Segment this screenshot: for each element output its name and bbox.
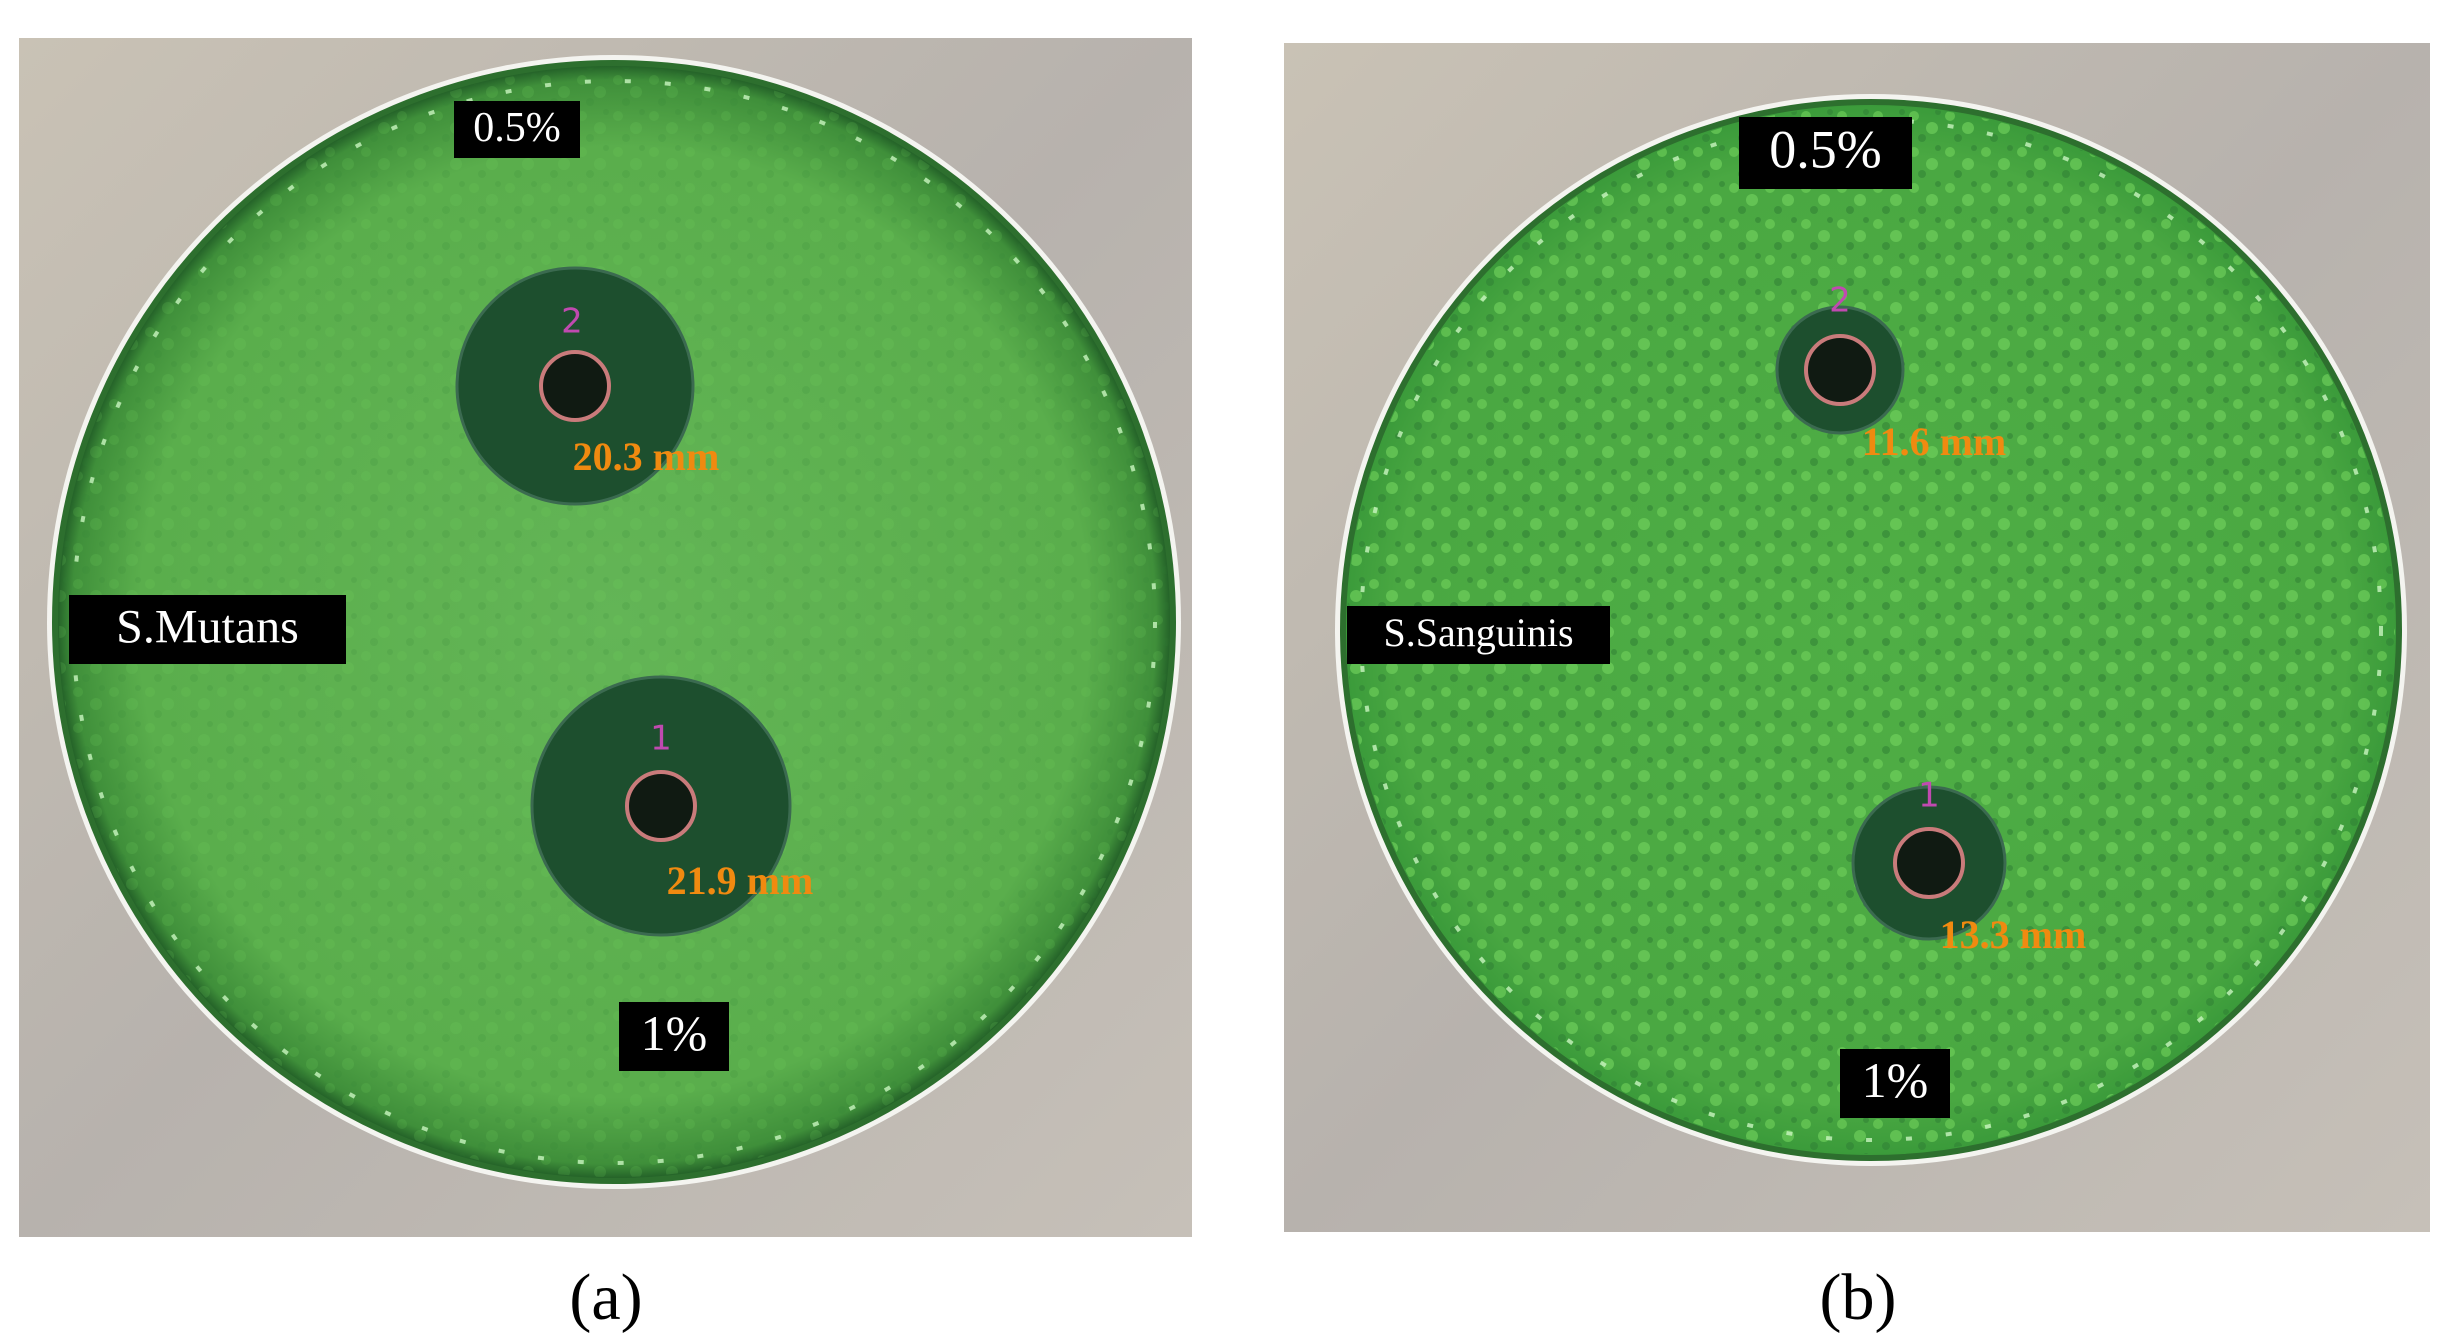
dish-edge-highlight: [71, 79, 1157, 1165]
well-number: 1: [1918, 776, 1940, 816]
bacterial-lawn: [59, 67, 1169, 1177]
top-label: 0.5%: [1769, 119, 1881, 179]
zone-measurement: 21.9 mm: [667, 858, 814, 903]
well: [539, 350, 611, 422]
zone-measurement: 11.6 mm: [1862, 419, 2006, 464]
well-number: 2: [561, 302, 583, 342]
zone-measurement: 20.3 mm: [573, 434, 720, 479]
well-number: 1: [650, 719, 672, 759]
bottom-label: 1%: [1862, 1052, 1929, 1108]
well-number: 2: [1829, 281, 1851, 321]
bottom-label-box: [1840, 1049, 1950, 1118]
bottom-label-box: [619, 1002, 729, 1071]
panel-caption: (a): [569, 1261, 642, 1334]
top-label-box: [454, 101, 580, 158]
bacterial-lawn: [1347, 106, 2395, 1154]
strain-label-box: [69, 595, 346, 664]
bottom-label: 1%: [641, 1005, 708, 1061]
panel-caption: (b): [1820, 1261, 1897, 1334]
strain-label: S.Sanguinis: [1383, 610, 1573, 655]
well: [1804, 334, 1876, 406]
top-label-box: [1739, 117, 1912, 189]
panel: 2 11.6 mm 1 13.3 mm 0.5% S.Sanguinis 1% (b): [1284, 43, 2430, 1334]
panel: 2 20.3 mm 1 21.9 mm 0.5% S.Mutans 1% (a): [19, 38, 1192, 1334]
strain-label: S.Mutans: [116, 601, 299, 654]
strain-label-box: [1347, 606, 1610, 664]
well: [625, 770, 697, 842]
zone-measurement: 13.3 mm: [1940, 912, 2087, 957]
well: [1893, 827, 1965, 899]
top-label: 0.5%: [473, 105, 561, 151]
